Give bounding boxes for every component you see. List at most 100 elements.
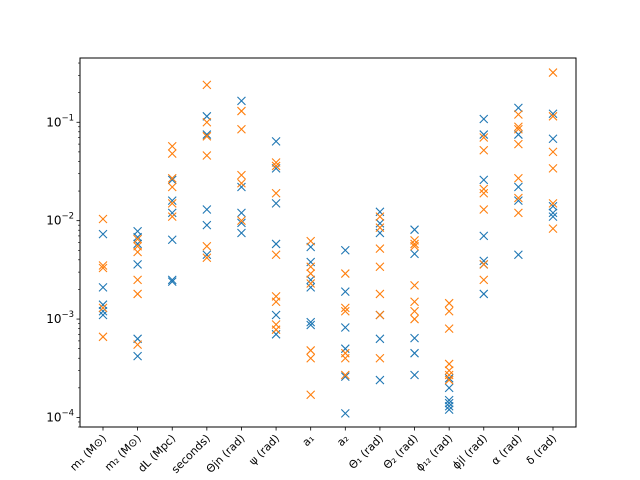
y-tick-label-1: 10−3 (46, 310, 74, 326)
data-point-s1-c9-p5 (410, 306, 419, 316)
data-point-s1-c1-p4 (133, 289, 143, 299)
data-point-s0-c1-p5 (133, 351, 143, 361)
data-point-s1-c2-p0 (167, 141, 177, 151)
data-point-s0-c8-p0 (375, 207, 385, 217)
data-point-s1-c5-p7 (271, 325, 281, 335)
data-point-s0-c3-p3 (202, 220, 212, 230)
data-point-s1-c10-p4 (444, 366, 454, 375)
data-point-s1-c13-p0 (548, 68, 558, 77)
data-point-s0-c3-p1 (202, 130, 212, 139)
data-point-s0-c7-p4 (340, 372, 350, 382)
data-point-s1-c5-p0 (271, 158, 281, 167)
data-point-s1-c13-p3 (548, 163, 558, 173)
data-point-s0-c13-p2 (548, 201, 558, 211)
x-tick-label-13: δ (rad) (524, 432, 559, 467)
data-point-s1-c12-p0 (513, 110, 523, 119)
data-point-s0-c2-p0 (167, 175, 177, 185)
data-point-s1-c1-p3 (133, 275, 143, 285)
data-point-s1-c8-p4 (375, 289, 385, 299)
data-point-s1-c1-p2 (133, 247, 143, 257)
data-point-s0-c6-p3 (306, 282, 316, 292)
data-point-s1-c6-p2 (306, 269, 316, 278)
data-point-s1-c8-p1 (375, 223, 385, 233)
data-point-s1-c13-p5 (548, 224, 558, 234)
data-point-s1-c0-p1 (98, 261, 108, 270)
data-point-s0-c2-p4 (167, 275, 177, 285)
data-point-s1-c11-p1 (479, 145, 489, 155)
data-point-s0-c13-p1 (548, 134, 558, 144)
data-point-s0-c6-p1 (306, 257, 316, 267)
data-point-s0-c11-p0 (479, 114, 489, 124)
data-point-s1-c11-p5 (479, 259, 489, 269)
data-point-s0-c8-p5 (375, 375, 385, 385)
data-point-s1-c6-p4 (306, 346, 316, 355)
data-point-s0-c10-p1 (444, 383, 454, 393)
data-point-s0-c11-p2 (479, 175, 489, 185)
data-point-s0-c11-p1 (479, 130, 489, 139)
data-point-s1-c8-p5 (375, 310, 385, 320)
data-point-s1-c13-p4 (548, 198, 558, 208)
data-point-s0-c7-p5 (340, 409, 350, 418)
data-point-s1-c7-p1 (340, 303, 350, 313)
data-point-s1-c11-p2 (479, 184, 489, 194)
data-point-s1-c11-p3 (479, 188, 489, 198)
data-point-s0-c1-p1 (133, 232, 143, 242)
data-point-s0-c8-p4 (375, 334, 385, 344)
data-point-s0-c10-p4 (444, 401, 454, 411)
x-tick-label-0: m₁ (M⊙) (67, 432, 109, 474)
data-point-s1-c12-p6 (513, 208, 523, 218)
data-point-s0-c5-p5 (271, 329, 281, 339)
data-point-s0-c12-p3 (513, 196, 523, 205)
data-point-s1-c6-p6 (306, 390, 316, 400)
data-point-s1-c6-p3 (306, 279, 316, 288)
data-point-s1-c7-p5 (340, 370, 350, 380)
y-tick-label-2: 10−2 (46, 212, 74, 228)
data-point-s1-c12-p5 (513, 193, 523, 203)
data-point-s1-c6-p5 (306, 353, 316, 363)
data-point-s0-c3-p4 (202, 250, 212, 260)
data-point-s0-c9-p1 (410, 249, 419, 259)
data-point-s1-c0-p0 (98, 214, 108, 224)
data-point-s1-c10-p1 (444, 306, 454, 316)
data-point-s0-c2-p3 (167, 235, 177, 245)
data-point-s1-c5-p2 (271, 188, 281, 198)
data-point-s1-c3-p4 (202, 241, 212, 251)
data-point-s1-c4-p4 (237, 216, 246, 226)
x-axis: m₁ (M⊙)m₂ (M⊙)dL (Mpc)seconds)Θjn (rad)ψ… (67, 427, 559, 476)
data-point-s0-c5-p2 (271, 198, 281, 208)
data-point-s1-c4-p0 (237, 106, 246, 116)
y-tick-label-0: 10−4 (46, 408, 74, 424)
data-point-s0-c10-p2 (444, 395, 454, 405)
data-point-s1-c4-p3 (237, 178, 246, 188)
data-point-s0-c9-p0 (410, 225, 419, 235)
data-point-s0-c6-p4 (306, 317, 316, 327)
data-point-s0-c3-p2 (202, 205, 212, 214)
data-point-s0-c7-p2 (340, 323, 350, 332)
data-point-s1-c3-p2 (202, 131, 212, 141)
data-point-s1-c0-p2 (98, 263, 108, 273)
data-point-s0-c9-p4 (410, 370, 419, 380)
data-point-s0-c2-p5 (167, 277, 177, 287)
data-point-s0-c6-p5 (306, 320, 316, 330)
data-point-s1-c3-p5 (202, 253, 212, 263)
data-point-s1-c6-p0 (306, 236, 316, 246)
data-point-s1-c9-p6 (410, 314, 419, 324)
data-point-s0-c2-p1 (167, 196, 177, 205)
data-point-s1-c13-p1 (548, 111, 558, 121)
data-point-s0-c10-p0 (444, 373, 454, 383)
x-tick-label-11: ϕjl (rad) (450, 432, 490, 472)
data-point-s1-c7-p2 (340, 306, 350, 316)
data-point-s1-c11-p4 (479, 205, 489, 214)
data-markers (98, 68, 558, 418)
data-point-s0-c12-p2 (513, 182, 523, 192)
data-point-s1-c5-p1 (271, 161, 281, 171)
data-point-s1-c2-p4 (167, 198, 177, 208)
data-point-s1-c9-p1 (410, 239, 419, 249)
data-point-s0-c0-p1 (98, 282, 108, 292)
y-tick-label-3: 10−1 (46, 113, 74, 129)
data-point-s1-c8-p6 (375, 353, 385, 363)
data-point-s1-c1-p0 (133, 234, 143, 244)
data-point-s1-c3-p0 (202, 80, 212, 90)
data-point-s0-c5-p4 (271, 310, 281, 320)
